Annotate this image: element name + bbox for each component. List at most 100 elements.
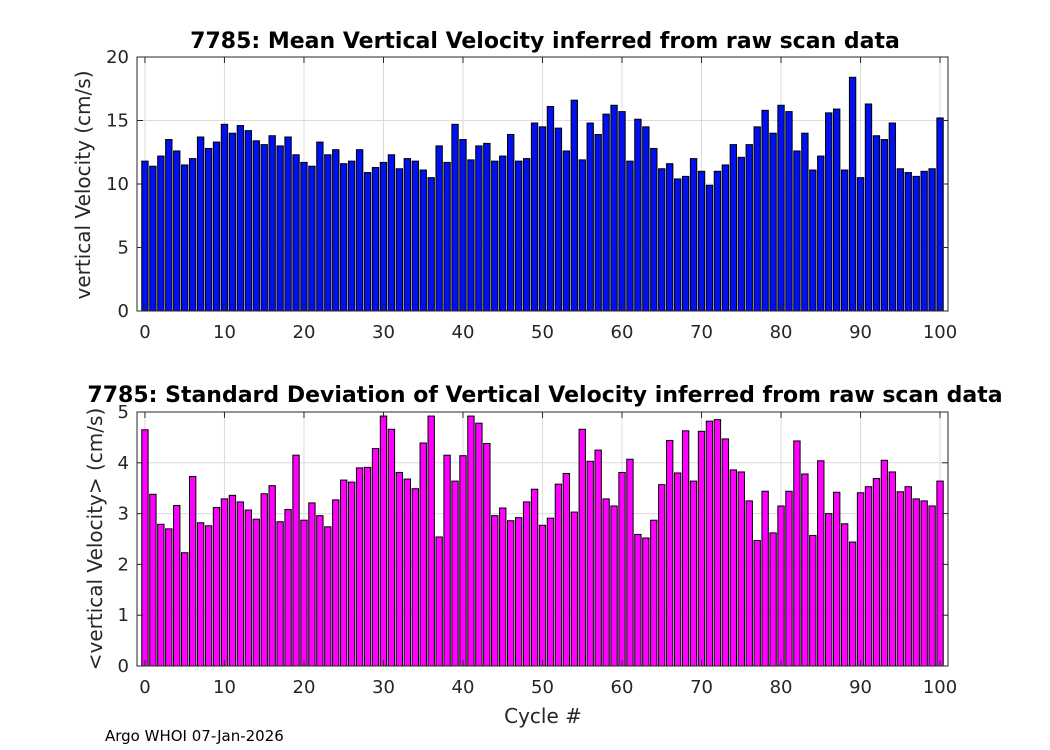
- bar-cycle-30: [379, 415, 388, 667]
- bar-cycle-81: [785, 111, 793, 312]
- x-tick-label: 20: [293, 677, 316, 698]
- bar-cycle-71: [705, 184, 714, 312]
- bar-cycle-62: [634, 533, 642, 667]
- bar-cycle-59: [610, 505, 618, 667]
- x-tick-label: 80: [770, 322, 793, 343]
- bar-cycle-19: [292, 154, 300, 312]
- bar-cycle-70: [697, 170, 706, 312]
- bar-cycle-92: [872, 478, 881, 667]
- bar-cycle-78: [761, 490, 769, 667]
- bar-cycle-22: [316, 141, 324, 312]
- x-tick-label: 40: [452, 677, 475, 698]
- bar-cycle-50: [538, 126, 547, 312]
- y-axis-label: vertical Velocity (cm/s): [71, 71, 95, 300]
- bar-cycle-69: [689, 480, 698, 667]
- x-tick-label: 70: [690, 322, 713, 343]
- bar-cycle-32: [395, 471, 404, 667]
- bar-cycle-59: [610, 104, 618, 312]
- bar-cycle-98: [920, 170, 928, 312]
- bar-cycle-38: [443, 161, 451, 312]
- bar-cycle-4: [173, 150, 181, 312]
- bar-cycle-86: [825, 513, 833, 667]
- bar-cycle-85: [817, 460, 825, 667]
- bar-cycle-92: [872, 135, 881, 312]
- bar-cycle-76: [745, 500, 753, 667]
- bar-cycle-82: [793, 150, 801, 312]
- bar-cycle-55: [578, 428, 586, 667]
- bar-cycle-13: [244, 509, 252, 667]
- bar-cycle-80: [777, 104, 785, 312]
- bar-cycle-86: [825, 112, 833, 312]
- bar-cycle-49: [530, 488, 539, 667]
- bar-cycle-37: [435, 536, 443, 667]
- bar-cycle-68: [681, 175, 690, 312]
- bar-cycle-98: [920, 500, 928, 667]
- y-tick-label: 5: [118, 238, 129, 259]
- x-tick-label: 60: [611, 677, 634, 698]
- bar-cycle-61: [626, 160, 634, 312]
- bar-cycle-12: [236, 501, 245, 667]
- bar-cycle-26: [348, 160, 356, 312]
- bar-cycle-2: [157, 523, 165, 667]
- bar-cycle-58: [602, 498, 610, 667]
- bar-cycle-9: [212, 507, 221, 667]
- bar-cycle-47: [514, 517, 523, 667]
- bar-cycle-87: [833, 491, 841, 667]
- y-tick-label: 3: [118, 504, 129, 525]
- bar-cycle-52: [554, 127, 563, 312]
- bar-cycle-97: [912, 175, 920, 312]
- bar-cycle-56: [586, 460, 594, 667]
- bar-cycle-43: [483, 142, 491, 312]
- bar-cycle-77: [753, 126, 761, 312]
- bar-cycle-91: [864, 103, 873, 312]
- y-axis-label: <vertical Velocity> (cm/s): [83, 408, 107, 671]
- bar-cycle-39: [451, 123, 459, 312]
- bar-cycle-94: [888, 122, 897, 312]
- x-tick-label: 0: [139, 322, 150, 343]
- bar-cycle-93: [880, 459, 889, 667]
- bar-cycle-54: [570, 99, 578, 312]
- bar-cycle-11: [228, 494, 237, 667]
- bar-cycle-76: [745, 144, 753, 312]
- bar-cycle-90: [856, 492, 865, 667]
- bar-cycle-41: [467, 415, 475, 667]
- bar-cycle-42: [475, 422, 483, 667]
- bar-cycle-99: [928, 168, 936, 312]
- y-tick-label: 20: [106, 47, 129, 68]
- bar-cycle-56: [586, 122, 594, 312]
- bar-cycle-32: [395, 168, 404, 312]
- x-tick-label: 80: [770, 677, 793, 698]
- bar-cycle-16: [268, 485, 276, 667]
- bar-cycle-4: [173, 504, 181, 667]
- bar-cycle-45: [499, 507, 507, 667]
- bar-cycle-48: [522, 158, 531, 312]
- bar-cycle-29: [371, 448, 380, 667]
- y-tick-label: 15: [106, 111, 129, 132]
- x-axis-label: Cycle #: [504, 704, 582, 728]
- x-tick-label: 50: [531, 677, 554, 698]
- bar-cycle-8: [204, 525, 213, 667]
- bar-cycle-44: [491, 160, 499, 312]
- bar-cycle-36: [427, 177, 435, 312]
- x-tick-label: 70: [690, 677, 713, 698]
- bar-cycle-31: [387, 154, 396, 312]
- bar-cycle-14: [252, 140, 260, 312]
- bar-cycle-9: [212, 141, 221, 312]
- bar-cycle-28: [363, 466, 372, 667]
- bar-cycle-53: [562, 150, 571, 312]
- bar-cycle-66: [666, 163, 674, 312]
- bar-cycle-91: [864, 486, 873, 667]
- bar-cycle-60: [618, 111, 626, 312]
- bar-cycle-51: [546, 517, 555, 667]
- bar-cycle-54: [570, 511, 578, 667]
- bar-cycle-30: [379, 161, 388, 312]
- x-tick-label: 20: [293, 322, 316, 343]
- bar-cycle-52: [554, 483, 563, 667]
- bar-cycle-15: [260, 493, 268, 667]
- bar-cycle-17: [276, 145, 284, 312]
- footer-text: Argo WHOI 07-Jan-2026: [105, 727, 284, 745]
- bar-cycle-33: [403, 478, 412, 667]
- bar-cycle-1: [149, 493, 157, 667]
- bar-cycle-35: [419, 169, 427, 312]
- bar-cycle-74: [729, 469, 738, 667]
